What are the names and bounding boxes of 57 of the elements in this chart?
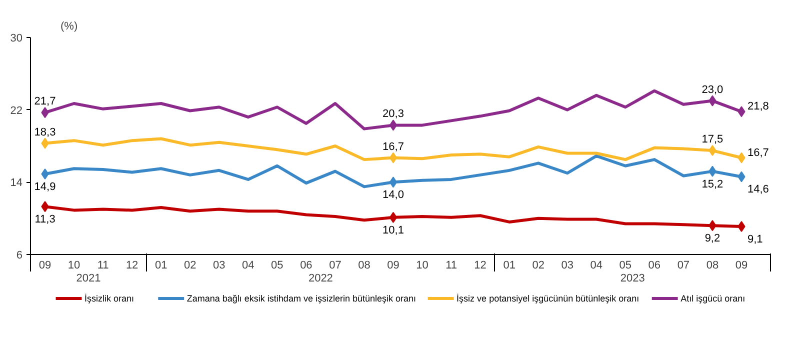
text: 2022 (308, 272, 333, 284)
legend-label: İşsizlik oranı (84, 294, 134, 304)
point (389, 212, 398, 223)
data-label: 14,9 (34, 181, 56, 194)
x-tick-label: 02 (532, 260, 544, 272)
data-label: 16,7 (747, 146, 769, 159)
legend-label: Atıl işgücü oranı (680, 294, 746, 304)
data-label: 15,2 (702, 178, 724, 190)
text: 2021 (76, 272, 101, 284)
x-tick-label: 05 (271, 260, 284, 272)
legend-label: Zamana bağlı eksik istihdam ve işsizlerin bütünleşik oranı (186, 294, 416, 304)
x-tick-label: 08 (358, 260, 370, 272)
x-tick-label: 07 (329, 260, 342, 272)
data-label: 18,3 (34, 126, 56, 138)
data-label: 23,0 (702, 84, 724, 96)
x-tick-label: 09 (387, 260, 400, 272)
x-tick-label: 06 (300, 260, 312, 272)
y-tick-label: 30 (10, 32, 23, 44)
x-tick-label: 11 (446, 260, 457, 272)
x-tick-label: 03 (561, 260, 574, 272)
data-label: 14,6 (747, 184, 769, 196)
x-tick-label: 11 (97, 260, 109, 272)
y-tick-label: 6 (16, 250, 23, 262)
y-tick-label: 22 (10, 104, 23, 117)
x-tick-label: 06 (648, 260, 661, 272)
x-tick-label: 02 (184, 260, 196, 272)
x-tick-label: 01 (503, 260, 516, 272)
data-label: 21,8 (747, 100, 769, 113)
point (389, 152, 398, 164)
x-tick-label: 12 (126, 260, 138, 272)
data-label: 17,5 (702, 134, 724, 146)
text: 2023 (620, 272, 645, 284)
x-tick-label: 01 (154, 260, 168, 272)
x-tick-label: 07 (677, 260, 690, 272)
x-tick-label: 05 (619, 260, 632, 272)
x-tick-label: 10 (416, 260, 428, 272)
data-label: 16,7 (382, 140, 404, 153)
data-label: 14,0 (382, 189, 404, 202)
x-tick-label: 09 (38, 260, 52, 272)
x-tick-label: 12 (474, 260, 486, 272)
x-tick-label: 04 (590, 260, 603, 272)
x-tick-label: 09 (735, 260, 748, 272)
data-label: 10,1 (382, 224, 404, 236)
x-tick-label: 03 (213, 260, 226, 272)
x-tick-label: 08 (706, 260, 719, 272)
data-label: 9,2 (704, 232, 720, 245)
data-label: 11,3 (34, 214, 56, 226)
point (389, 176, 398, 188)
legend-label: İşsiz ve potansiyel işgücünün bütünleşik oranı (456, 294, 640, 304)
data-label: 9,1 (747, 233, 763, 246)
y-tick-label: 14 (10, 177, 23, 190)
data-label: 21,7 (34, 96, 56, 108)
x-tick-label: 04 (242, 260, 254, 272)
point (389, 120, 398, 131)
x-tick-label: 10 (68, 260, 80, 272)
data-label: 20,3 (382, 108, 404, 120)
y-axis-title: (%) (60, 20, 78, 32)
